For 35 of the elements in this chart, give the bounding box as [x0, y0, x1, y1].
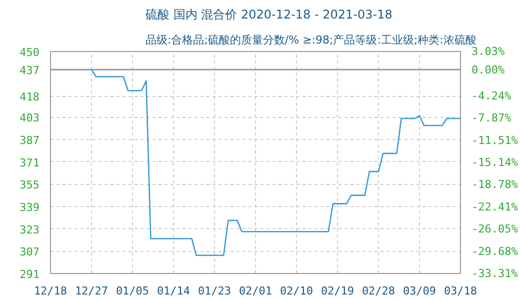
chart-subtitle: 品级:合格品;硫酸的质量分数/% ≥:98;产品等级:工业级;种类:浓硫酸 [146, 34, 476, 46]
x-tick-label: 01/14 [156, 284, 190, 298]
y-tick-label: 418 [20, 90, 40, 104]
x-tick-label: 01/05 [116, 284, 150, 298]
y-tick-label: 450 [20, 46, 40, 59]
y2-tick-label: -11.51% [472, 134, 518, 147]
x-tick-label: 02/28 [362, 284, 396, 298]
y2-tick-label: -33.31% [472, 267, 518, 280]
y2-tick-label: 3.03% [472, 45, 505, 58]
x-tick-label: 02/01 [238, 284, 272, 298]
y-tick-label: 307 [20, 246, 40, 259]
x-tick-label: 01/23 [198, 284, 232, 298]
y-tick-label: 371 [20, 156, 40, 170]
y2-tick-label: -15.14% [472, 156, 518, 169]
y2-tick-label: -22.41% [472, 200, 518, 214]
y2-tick-label: 0.00% [472, 64, 505, 77]
y2-tick-label: -29.68% [472, 244, 518, 258]
y2-tick-label: -26.05% [472, 222, 518, 236]
y-tick-label: 387 [20, 134, 40, 147]
x-tick-label: 03/09 [402, 284, 436, 298]
x-tick-label: 03/18 [444, 284, 478, 298]
y-tick-label: 323 [20, 223, 40, 236]
y2-tick-label: -7.87% [472, 112, 512, 125]
y-tick-label: 437 [20, 64, 40, 78]
y-tick-label: 355 [20, 178, 40, 192]
x-tick-label: 12/18 [34, 284, 68, 298]
x-tick-label: 12/27 [74, 284, 108, 298]
y2-tick-label: -4.24% [472, 89, 512, 102]
x-tick-label: 02/10 [280, 284, 314, 298]
chart-title: 硫酸 国内 混合价 2020-12-18 - 2021-03-18 [146, 8, 392, 22]
y-tick-label: 339 [20, 200, 40, 214]
y-tick-label: 403 [20, 112, 40, 125]
x-tick-label: 02/19 [320, 284, 354, 298]
y2-tick-label: -18.78% [472, 178, 518, 192]
y-tick-label: 291 [20, 268, 40, 281]
